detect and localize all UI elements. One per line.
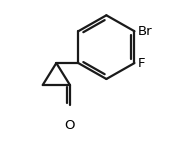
Text: F: F — [138, 57, 146, 70]
Text: Br: Br — [138, 25, 153, 38]
Text: O: O — [65, 119, 75, 132]
